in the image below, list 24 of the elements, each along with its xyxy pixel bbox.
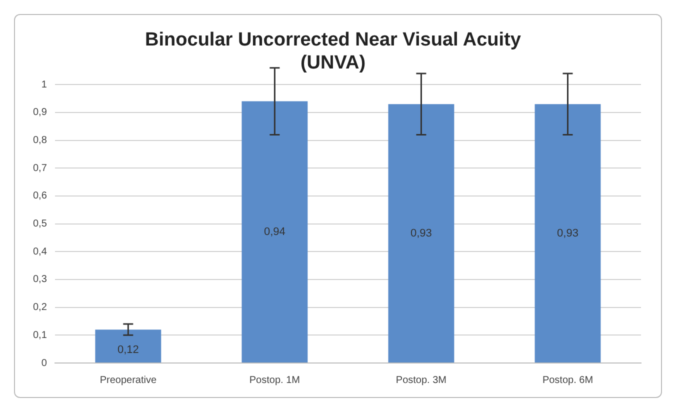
data-label: 0,93 (557, 227, 578, 240)
y-tick-label: 0,7 (32, 162, 48, 174)
data-label: 0,94 (264, 226, 286, 238)
x-tick-label: Postop. 1M (249, 374, 300, 386)
y-tick-label: 0,2 (32, 302, 48, 314)
y-tick-label: 1 (41, 79, 48, 90)
bar (95, 330, 162, 362)
y-tick-label: 0,5 (32, 218, 48, 230)
y-tick-label: 0,9 (32, 107, 48, 118)
bar (242, 101, 308, 362)
x-tick-label: Postop. 3M (396, 374, 447, 386)
bar (534, 104, 601, 362)
y-tick-label: 0,3 (32, 274, 48, 286)
y-tick-label: 0,6 (32, 190, 48, 202)
x-tick-label: Postop. 6M (542, 374, 594, 386)
chart-title: Binocular Uncorrected Near Visual Acuity (UNVA) (145, 30, 522, 74)
bar (388, 104, 454, 362)
y-tick-label: 0,4 (32, 246, 48, 258)
data-label: 0,93 (410, 227, 432, 240)
data-label: 0,12 (117, 344, 139, 356)
y-tick-label: 0 (41, 358, 48, 369)
y-tick-label: 0,1 (32, 330, 48, 341)
y-tick-label: 0,8 (32, 135, 48, 146)
x-tick-label: Preoperative (100, 374, 157, 386)
